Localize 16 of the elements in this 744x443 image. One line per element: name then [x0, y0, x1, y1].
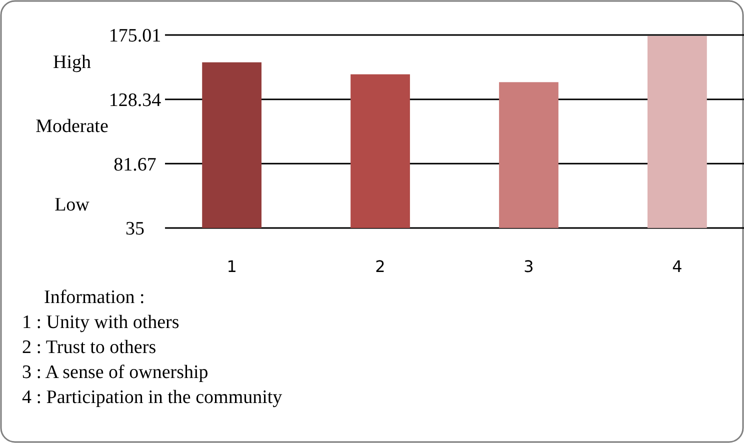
text: 3 : A sense of ownership: [22, 362, 208, 383]
text: 4 : Participation in the community: [22, 387, 283, 408]
y-tick-label: 175.01: [108, 26, 162, 47]
x-tick-label: 1: [226, 257, 237, 276]
y-tick-label: 128.34: [108, 90, 162, 111]
text: 1 : Unity with others: [22, 312, 180, 333]
y-tick-label: 35: [126, 218, 144, 240]
text: Moderate: [36, 116, 108, 138]
text: Low: [54, 194, 90, 216]
x-tick-label: 4: [672, 257, 682, 276]
x-tick-label: 2: [375, 257, 386, 276]
text: Information :: [44, 287, 145, 308]
text: 2 : Trust to others: [22, 337, 156, 358]
text: High: [53, 52, 92, 73]
x-tick-label: 3: [524, 257, 534, 276]
y-tick-label: 81.67: [114, 154, 156, 176]
